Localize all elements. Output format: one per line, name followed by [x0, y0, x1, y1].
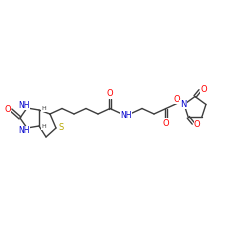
Text: O: O [201, 84, 207, 94]
Text: O: O [194, 120, 200, 129]
Text: S: S [58, 124, 64, 132]
Text: O: O [107, 90, 113, 98]
Text: O: O [163, 118, 169, 128]
Text: NH: NH [120, 110, 132, 120]
Text: H: H [42, 106, 46, 112]
Text: O: O [174, 94, 180, 104]
Text: NH: NH [18, 101, 30, 110]
Text: N: N [180, 100, 186, 109]
Text: O: O [4, 104, 11, 114]
Text: H: H [42, 124, 46, 130]
Text: NH: NH [18, 126, 30, 135]
